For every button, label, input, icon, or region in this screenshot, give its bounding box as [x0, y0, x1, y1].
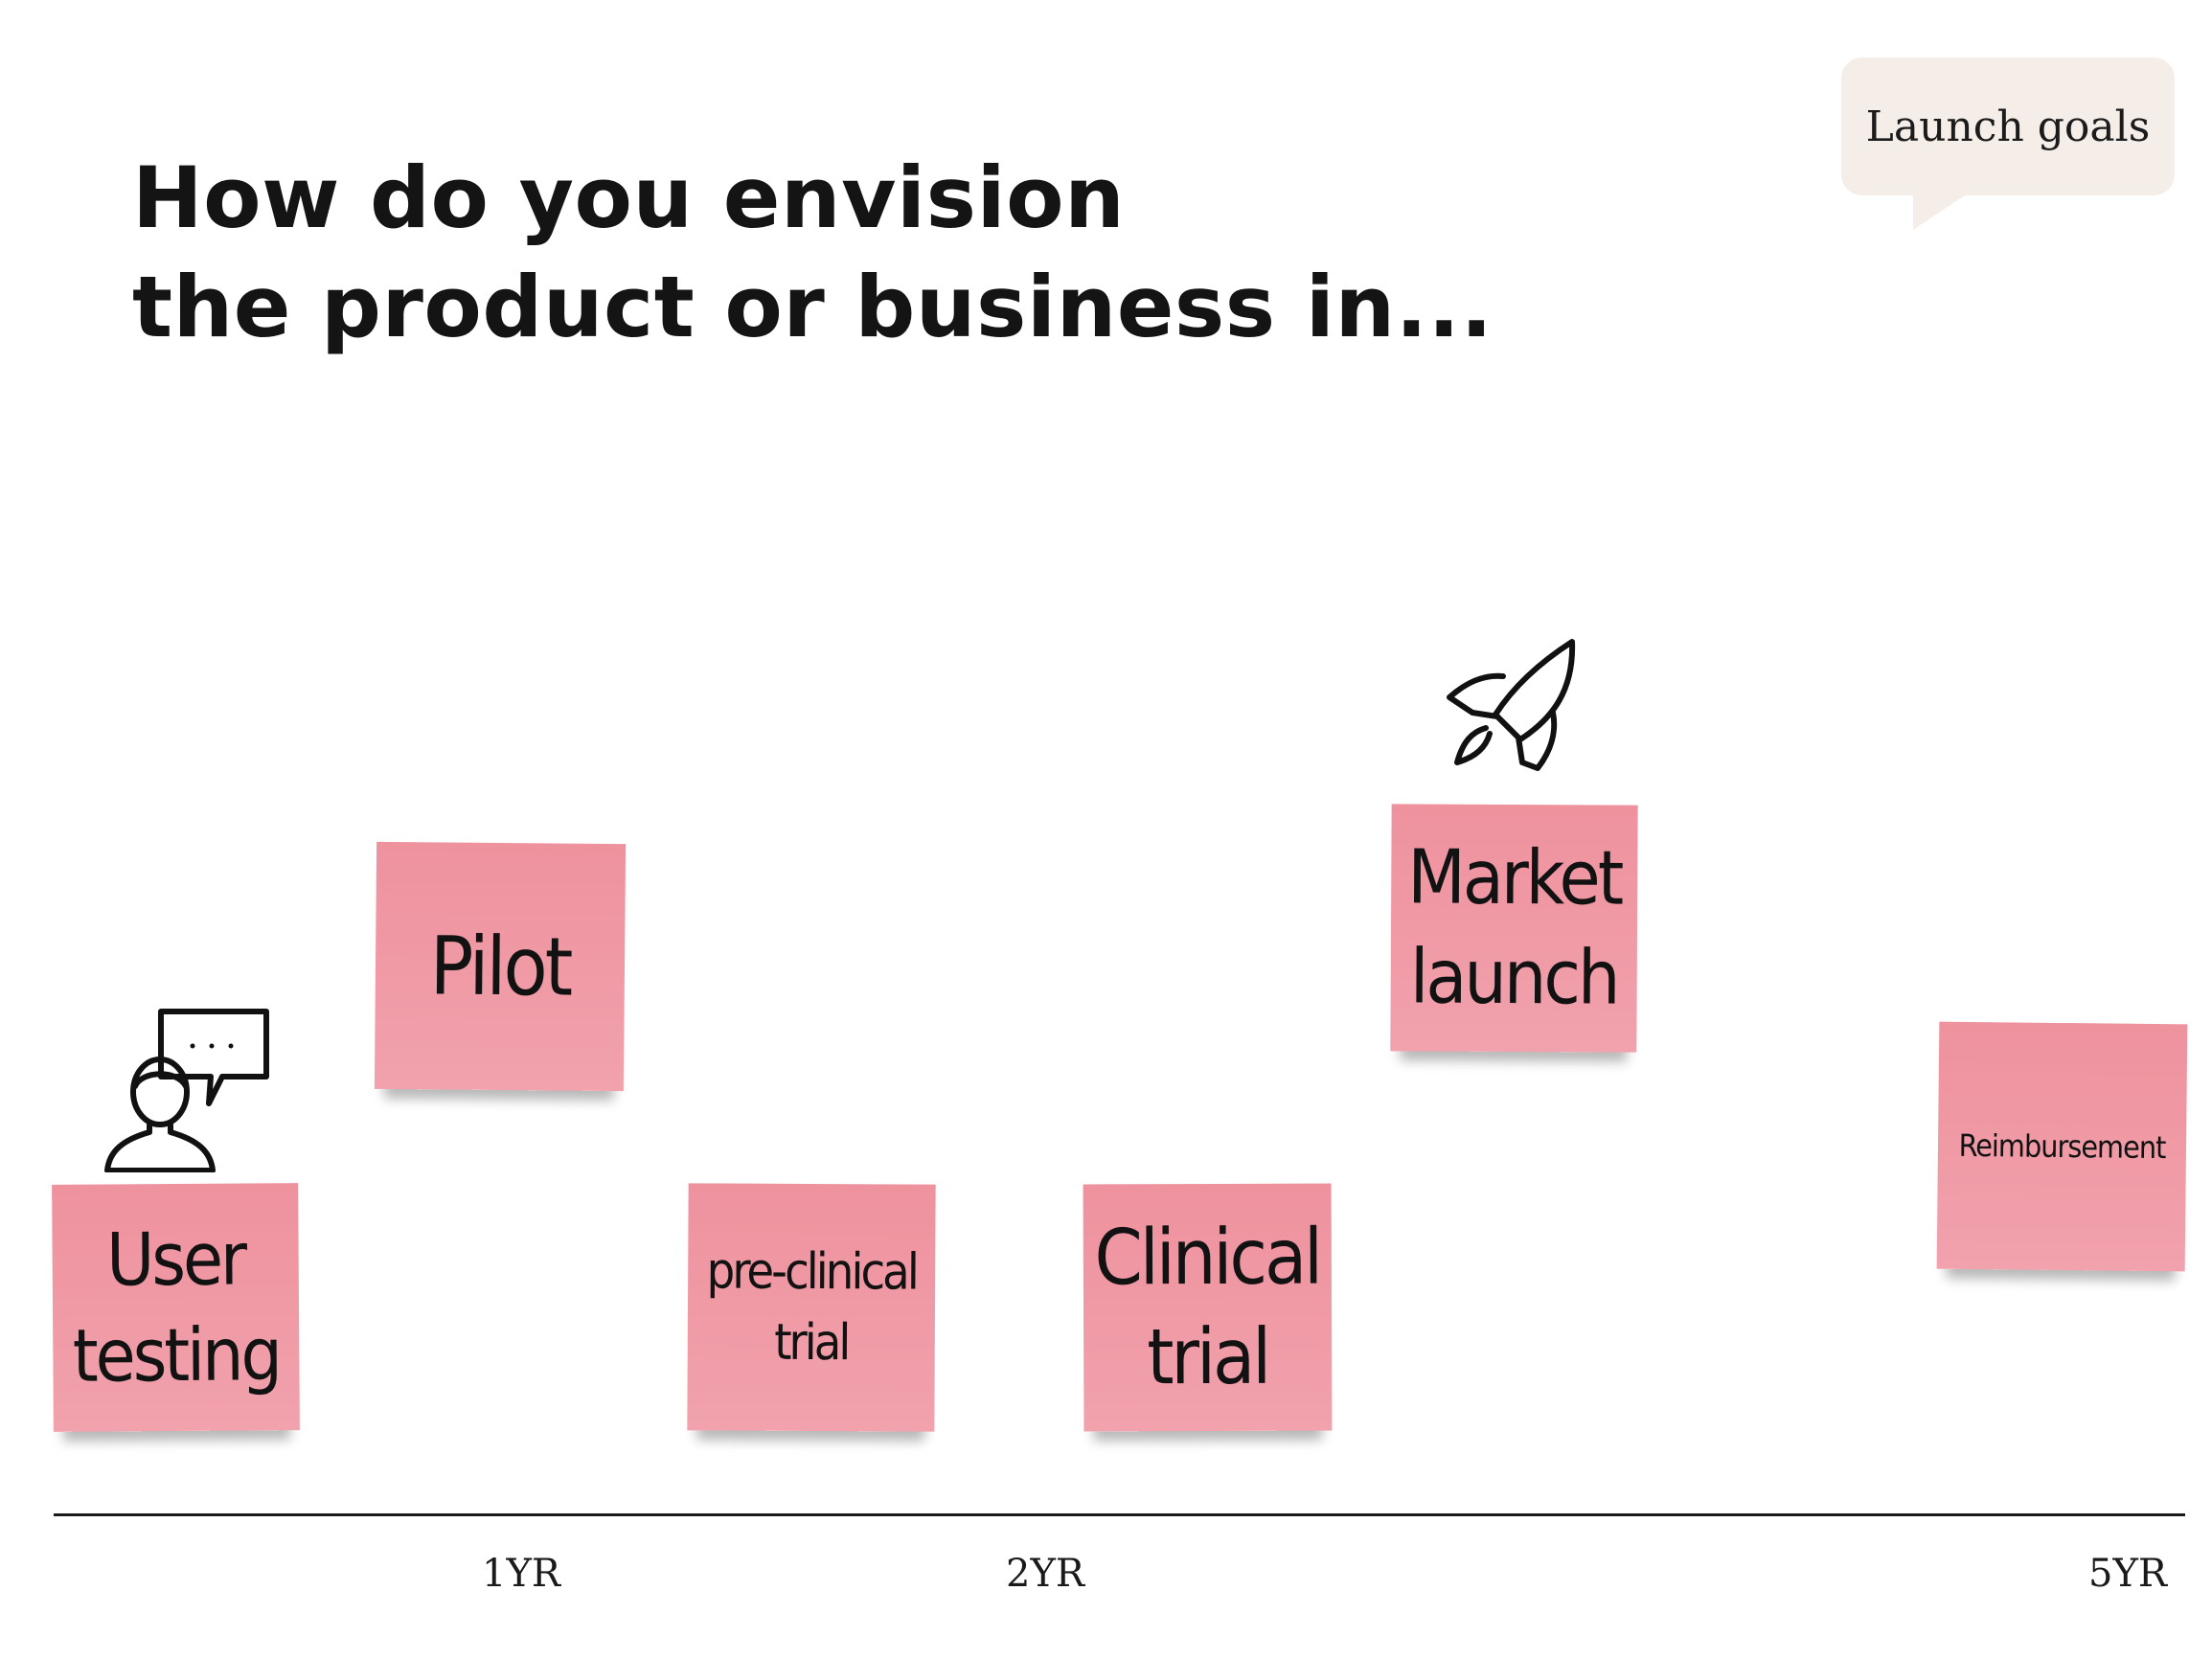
note-line: Pilot [429, 919, 571, 1014]
title-line-1: How do you envision [132, 148, 1126, 247]
timeline-tick-2yr: 2YR [1006, 1552, 1084, 1596]
sticky-note-pilot[interactable]: Pilot [374, 841, 627, 1092]
speech-bubble-label: Launch goals [1865, 102, 2151, 151]
sticky-note-reimbursement[interactable]: Reimbursement [1936, 1021, 2188, 1272]
note-line: User [105, 1216, 245, 1303]
note-line: trial [774, 1313, 849, 1373]
sticky-note-pre-clinical-trial[interactable]: pre-clinical trial [687, 1183, 936, 1432]
sticky-note-clinical-trial[interactable]: Clinical trial [1083, 1183, 1333, 1432]
sticky-note-user-testing[interactable]: User testing [52, 1183, 300, 1432]
timeline-tick-5yr: 5YR [2088, 1552, 2167, 1596]
launch-goals-speech-bubble[interactable]: Launch goals [1841, 57, 2175, 230]
rocket-icon [1440, 632, 1584, 776]
note-line: trial [1147, 1311, 1269, 1402]
page-title: How do you envision the product or busin… [132, 144, 1569, 362]
note-line: launch [1409, 934, 1618, 1022]
note-line: testing [72, 1311, 281, 1398]
title-line-2: the product or business in... [132, 258, 1494, 356]
person-with-speech-bubble-icon [103, 1008, 272, 1172]
timeline-axis [54, 1513, 2185, 1516]
timeline-tick-1yr: 1YR [482, 1552, 560, 1596]
speech-bubble-tail [1913, 192, 1971, 230]
note-line: Market [1407, 834, 1622, 922]
note-line: Reimbursement [1958, 1126, 2166, 1167]
note-line: pre-clinical [706, 1242, 917, 1302]
sticky-note-market-launch[interactable]: Market launch [1390, 804, 1638, 1053]
note-line: Clinical [1094, 1212, 1321, 1303]
